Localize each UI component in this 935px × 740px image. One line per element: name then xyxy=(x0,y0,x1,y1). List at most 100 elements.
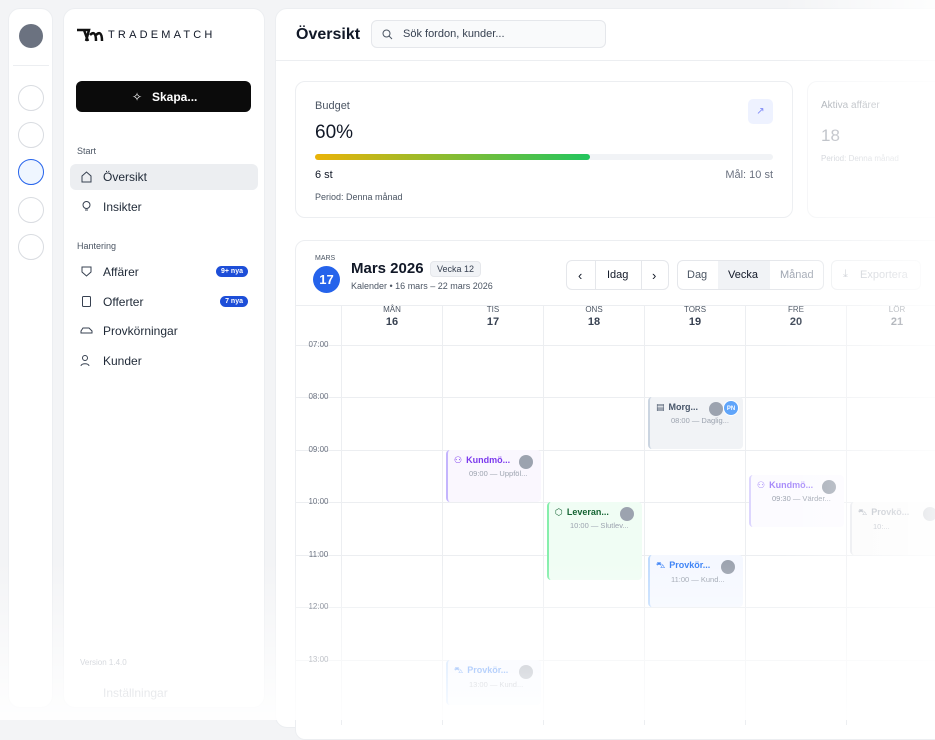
event-title-text: Kundmö... xyxy=(769,480,814,490)
view-button[interactable]: Dag xyxy=(687,269,708,281)
badge-month: MARS xyxy=(315,255,336,262)
time-label: 11:00 xyxy=(308,549,329,559)
nav-label: Offerter xyxy=(103,295,144,309)
badge: 9+ nya xyxy=(216,266,248,277)
calendar-event[interactable]: ⛍ Provkö... 10:... xyxy=(850,502,935,555)
event-detail: 08:00 — Daglig... xyxy=(671,416,729,425)
day-name: LÖR xyxy=(888,305,906,314)
day-header: TORS 19 xyxy=(644,305,745,345)
grid-line xyxy=(296,607,935,608)
day-header: MÅN 16 xyxy=(341,305,442,345)
page-title: Översikt xyxy=(296,26,361,43)
view-button[interactable]: Vecka xyxy=(728,269,758,281)
nav-item[interactable]: Provkörningar xyxy=(70,318,258,344)
event-detail: 09:00 — Uppföl... xyxy=(469,469,528,478)
calendar-event[interactable]: ▤ Morg... 08:00 — Daglig... PN xyxy=(648,397,743,449)
event-avatar xyxy=(620,507,634,521)
time-label: 07:00 xyxy=(308,340,329,349)
active-view-bg xyxy=(718,261,770,289)
event-title-text: Morg... xyxy=(668,402,699,412)
coins-icon[interactable] xyxy=(18,197,44,223)
view-button[interactable]: Månad xyxy=(780,269,814,281)
card-title: Aktiva affärer xyxy=(821,100,880,111)
progress-track xyxy=(315,154,773,160)
day-date: 20 xyxy=(789,316,803,328)
export-button[interactable]: ⤓ Exportera xyxy=(831,260,921,290)
garage-icon[interactable] xyxy=(18,122,44,148)
cart-icon[interactable] xyxy=(18,85,44,111)
time-label: 09:00 xyxy=(308,444,329,454)
day-header: TIS 17 xyxy=(442,305,543,345)
divider xyxy=(13,65,49,66)
nav-item[interactable]: Insikter xyxy=(70,194,258,220)
event-title-text: Provkör... xyxy=(467,665,509,675)
time-label: 10:00 xyxy=(308,497,329,506)
grid-line xyxy=(296,397,935,398)
create-button-label: Skapa... xyxy=(152,90,198,104)
grid-line xyxy=(644,345,645,725)
day-name: TORS xyxy=(683,305,707,314)
card-period: Period: Denna månad xyxy=(315,192,403,202)
hammer-icon[interactable] xyxy=(18,234,44,260)
event-title: ▤ Morg... xyxy=(656,402,737,413)
grid-line xyxy=(296,305,935,306)
calendar-event[interactable]: ⬡ Leveran... 10:00 — Slutlev... xyxy=(547,502,642,580)
nav-item[interactable]: Kunder xyxy=(70,348,258,374)
event-detail: 11:00 — Kund... xyxy=(671,575,725,584)
calendar-title: Mars 2026 xyxy=(351,260,424,277)
card-value: 18 xyxy=(821,126,840,145)
nav-group: ‹ Idag › xyxy=(566,260,669,290)
event-avatar xyxy=(822,480,836,494)
calendar-event[interactable]: ⚇ Kundmö... 09:00 — Uppföl... xyxy=(446,450,541,502)
nav-item[interactable]: Offerter 7 nya xyxy=(70,289,258,315)
card-value: 60% xyxy=(315,122,354,143)
today-button[interactable]: Idag xyxy=(607,269,629,281)
progress-bar xyxy=(315,154,590,160)
card-count: 6 st xyxy=(315,169,333,181)
event-icon: ⛍ xyxy=(858,507,868,517)
day-date: 17 xyxy=(486,316,500,328)
user-avatar[interactable] xyxy=(19,24,43,48)
grid-line xyxy=(543,345,544,725)
event-avatar xyxy=(721,560,735,574)
logo-text: TRADEMATCH xyxy=(108,29,216,41)
calendar-event[interactable]: ⚇ Kundmö... 09:30 — Värder... xyxy=(749,475,844,527)
day-header: FRE 20 xyxy=(745,305,846,345)
event-avatar xyxy=(519,665,533,679)
day-date: 21 xyxy=(890,316,904,328)
event-title: ⚇ Kundmö... xyxy=(454,455,535,466)
divider xyxy=(275,60,935,61)
search-box[interactable]: Sök fordon, kunder... xyxy=(371,20,606,48)
calendar-event[interactable]: ⛍ Provkör... 11:00 — Kund... xyxy=(648,555,743,607)
prev-button[interactable]: ‹ xyxy=(578,268,583,283)
nav-item[interactable]: Affärer 9+ nya xyxy=(70,259,258,285)
grid-line xyxy=(745,345,746,725)
event-icon: ⛍ xyxy=(454,665,464,675)
event-icon: ⚇ xyxy=(454,455,463,465)
create-button[interactable]: ✧ Skapa... xyxy=(76,81,251,112)
next-button[interactable]: › xyxy=(652,268,657,283)
day-date: 18 xyxy=(587,316,601,328)
settings-link[interactable]: Inställningar xyxy=(103,686,168,700)
card-title: Budget xyxy=(315,100,350,112)
event-icon: ⬡ xyxy=(555,507,563,517)
version: Version 1.4.0 xyxy=(80,658,127,667)
day-name: ONS xyxy=(585,305,603,314)
event-title-text: Provkö... xyxy=(871,507,910,517)
nav-item[interactable]: Översikt xyxy=(70,164,258,190)
event-initials: PN xyxy=(723,400,739,416)
trend-icon: ↗ xyxy=(748,99,773,124)
event-detail: 13:00 — Kund... xyxy=(469,680,524,689)
tag-icon[interactable] xyxy=(18,159,44,185)
logo-mark xyxy=(77,28,104,42)
day-header: LÖR 21 xyxy=(846,305,935,345)
event-title-text: Kundmö... xyxy=(466,455,511,465)
nav-label: Insikter xyxy=(103,200,142,214)
event-title-text: Provkör... xyxy=(669,560,711,570)
card-period: Period: Denna månad xyxy=(821,154,899,163)
event-title: ⬡ Leveran... xyxy=(555,507,636,518)
event-detail: 10:... xyxy=(873,522,890,531)
grid-line xyxy=(341,345,342,725)
calendar-event[interactable]: ⛍ Provkör... 13:00 — Kund... xyxy=(446,660,541,705)
